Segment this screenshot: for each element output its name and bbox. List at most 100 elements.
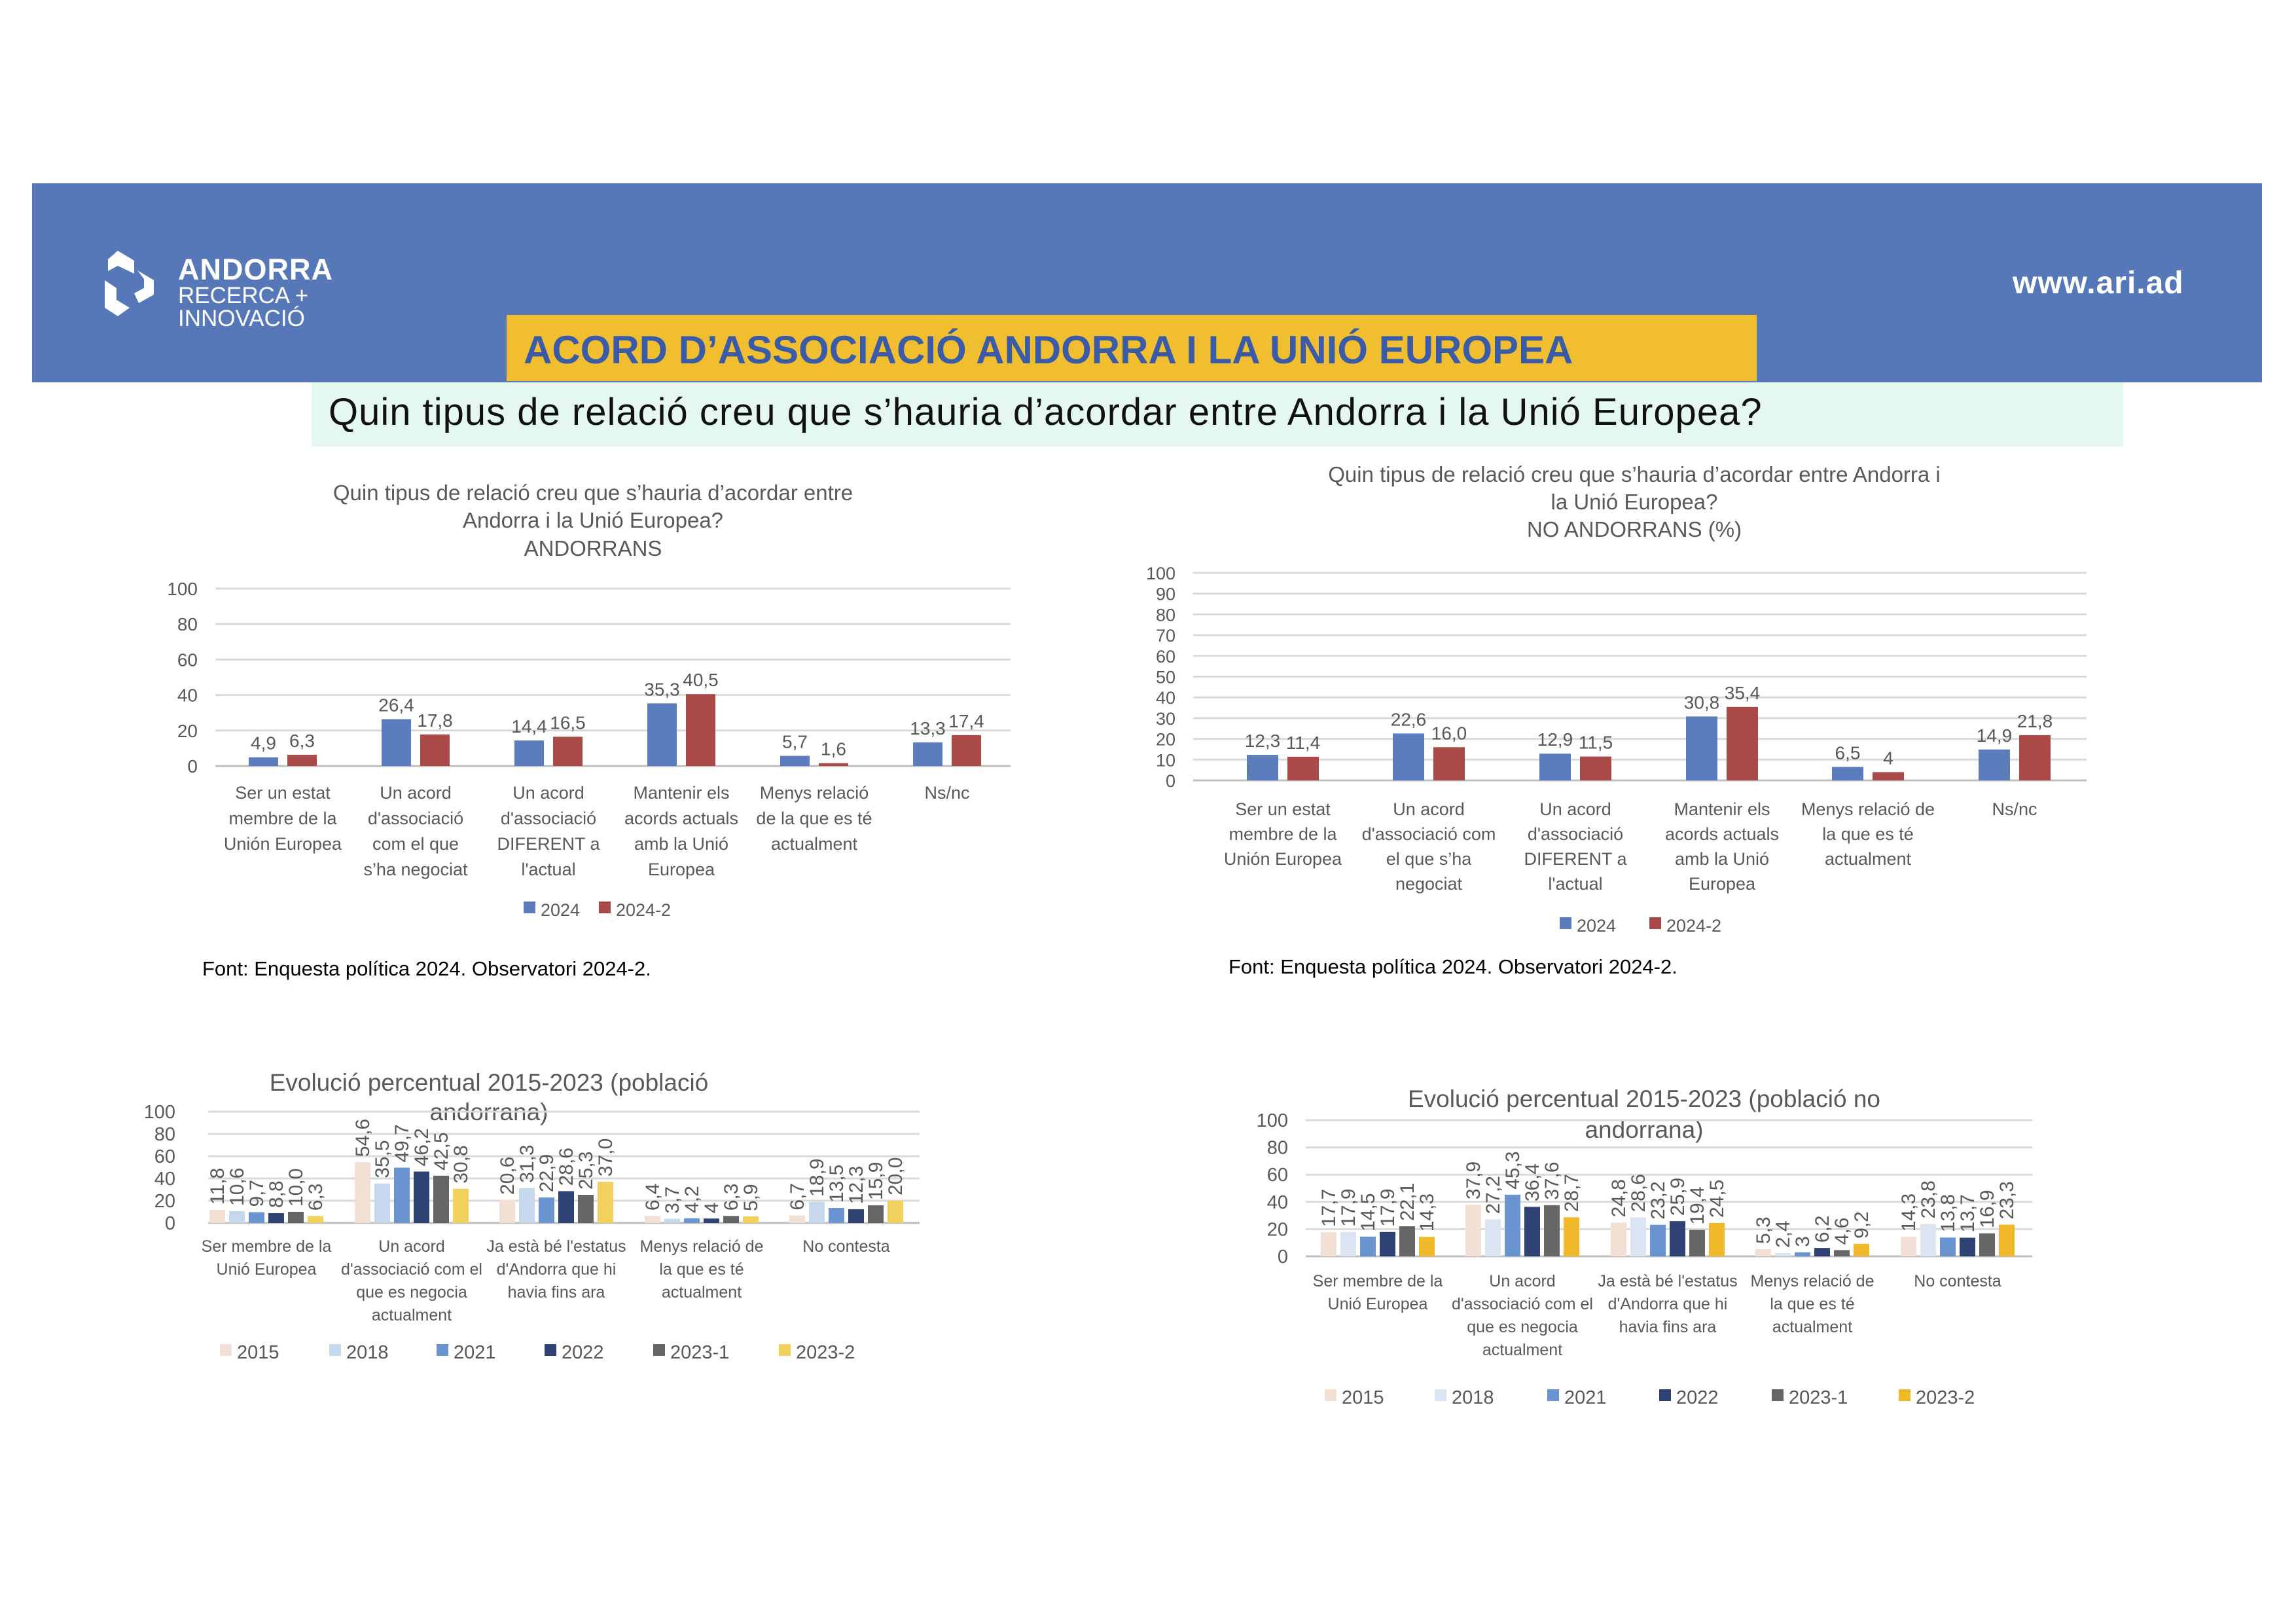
bar-2023-2	[1999, 1224, 2015, 1256]
data-label: 12,3	[846, 1166, 867, 1204]
bar-2023-2	[743, 1216, 759, 1223]
category-label: actualment	[1482, 1341, 1562, 1359]
data-label: 13,5	[826, 1165, 848, 1203]
bar-2024-2	[686, 694, 715, 766]
bar-2024-2	[1287, 756, 1319, 780]
y-tick-label: 80	[1267, 1138, 1288, 1159]
question-box	[312, 382, 2123, 447]
legend-label: 2024-2	[616, 900, 671, 920]
bar-2024-2	[819, 763, 848, 766]
bar-2024-2	[420, 734, 450, 766]
legend-swatch	[599, 902, 611, 913]
category-label: d'associació com el	[1452, 1295, 1593, 1313]
bar-2018	[809, 1201, 825, 1223]
category-label: Unió Europea	[217, 1260, 317, 1279]
category-label: actualment	[372, 1306, 452, 1324]
data-label: 6,7	[787, 1183, 808, 1211]
category-label: l'actual	[1548, 874, 1602, 894]
category-label: Menys relació de	[1801, 799, 1935, 819]
legend-label: 2015	[1342, 1387, 1384, 1408]
bar-2024-2	[1433, 747, 1465, 780]
chart-title: ANDORRANS	[524, 536, 662, 560]
legend-label: 2023-2	[1916, 1387, 1975, 1408]
category-label: Ser membre de la	[1313, 1272, 1443, 1290]
bar-2021	[1360, 1236, 1376, 1256]
legend-label: 2021	[1564, 1387, 1607, 1408]
data-label: 6,3	[721, 1184, 742, 1211]
category-label: la que es té	[1770, 1295, 1854, 1313]
data-label: 13,8	[1937, 1194, 1959, 1232]
data-label: 46,2	[411, 1128, 433, 1166]
legend-label: 2022	[1676, 1387, 1719, 1408]
category-label: acords actuals	[624, 809, 738, 828]
data-label: 22,1	[1397, 1183, 1418, 1221]
bar-2022	[1814, 1248, 1830, 1256]
y-tick-label: 20	[177, 721, 198, 741]
bar-2018	[1340, 1231, 1356, 1256]
bar-2015	[645, 1216, 660, 1223]
website-link[interactable]: www.ari.ad	[2013, 266, 2184, 301]
y-tick-label: 0	[165, 1213, 175, 1234]
chart-2: Quin tipus de relació creu que s’hauria …	[1146, 462, 2087, 936]
chart-title: Quin tipus de relació creu que s’hauria …	[333, 481, 853, 505]
y-tick-label: 20	[1156, 730, 1175, 750]
bar-2018	[1485, 1219, 1501, 1256]
data-label: 11,4	[1286, 733, 1320, 753]
category-label: Menys relació de	[640, 1237, 764, 1256]
bar-2015	[1755, 1249, 1771, 1256]
category-label: Unión Europea	[224, 834, 342, 854]
data-label: 16,9	[1977, 1190, 1998, 1228]
bar-2021	[1795, 1252, 1810, 1256]
data-label: 37,9	[1463, 1161, 1484, 1199]
legend-swatch	[1435, 1389, 1446, 1401]
data-label: 35,3	[644, 679, 680, 699]
data-label: 13,7	[1957, 1194, 1979, 1232]
data-label: 17,4	[948, 711, 984, 731]
data-label: 6,3	[305, 1184, 327, 1211]
legend-swatch	[1560, 917, 1571, 929]
chart-title: Evolució percentual 2015-2023 (població …	[1408, 1085, 1880, 1112]
data-label: 16,5	[550, 712, 586, 733]
banner-title-box	[507, 315, 1757, 381]
legend-swatch	[437, 1344, 448, 1356]
category-label: Unió Europea	[1328, 1295, 1428, 1313]
bar-2015	[1321, 1232, 1336, 1256]
bar-2018	[1775, 1253, 1791, 1256]
data-label: 30,8	[1684, 692, 1720, 712]
y-tick-label: 10	[1156, 750, 1175, 770]
legend-label: 2018	[346, 1342, 389, 1363]
category-label: havia fins ara	[1619, 1318, 1717, 1336]
data-label: 11,5	[1579, 733, 1613, 753]
bar-2023-1	[1689, 1230, 1705, 1256]
data-label: 5,7	[782, 732, 808, 752]
legend-swatch	[1899, 1389, 1910, 1401]
bar-2015	[1901, 1237, 1916, 1256]
y-tick-label: 70	[1156, 626, 1175, 646]
y-tick-label: 60	[1156, 647, 1175, 666]
y-tick-label: 40	[177, 685, 198, 706]
legend-label: 2022	[562, 1342, 604, 1363]
bar-2023-2	[453, 1188, 469, 1223]
data-label: 19,4	[1687, 1186, 1708, 1224]
source-note-andorrans: Font: Enquesta política 2024. Observator…	[202, 957, 651, 980]
legend-swatch	[1325, 1389, 1336, 1401]
category-label: Mantenir els	[1674, 799, 1770, 819]
category-label: d'associació	[368, 809, 463, 828]
data-label: 9,2	[1851, 1211, 1873, 1239]
chart-4: Evolució percentual 2015-2023 (població …	[1257, 1085, 2032, 1408]
bar-2023-1	[578, 1194, 594, 1223]
bar-2022	[1670, 1221, 1685, 1256]
bar-2023-1	[1544, 1205, 1560, 1256]
data-label: 26,4	[378, 695, 414, 715]
category-label: d'associació	[1528, 824, 1623, 844]
y-tick-label: 40	[154, 1169, 175, 1190]
bar-2021	[1650, 1224, 1666, 1256]
logo-text-innovacio: INNOVACIÓ	[178, 306, 305, 331]
bar-2015	[789, 1215, 805, 1223]
data-label: 35,5	[372, 1140, 393, 1178]
category-label: com el que	[372, 834, 459, 854]
data-label: 22,9	[536, 1154, 558, 1192]
data-label: 24,8	[1608, 1179, 1630, 1217]
y-tick-label: 50	[1156, 668, 1175, 687]
bar-2021	[684, 1218, 700, 1223]
